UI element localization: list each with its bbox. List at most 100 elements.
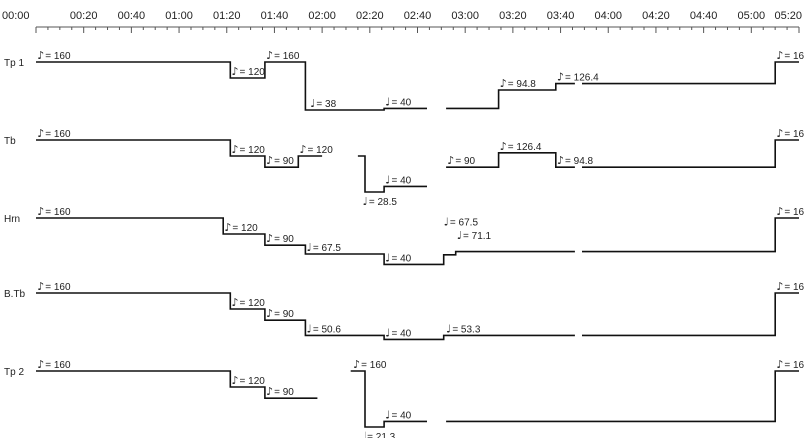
tempo-label: ♪= 120 bbox=[232, 296, 266, 309]
tempo-label: ♩= 67.5 bbox=[307, 241, 342, 254]
tempo-value: = 160 bbox=[45, 51, 71, 62]
instrument-name: Hrn bbox=[4, 214, 20, 225]
instrument-name: B.Tb bbox=[4, 289, 26, 300]
tempo-label: ♪= 126.4 bbox=[500, 140, 542, 153]
tempo-value: = 67.5 bbox=[450, 217, 479, 228]
tempo-value: = 71.1 bbox=[463, 231, 492, 242]
tempo-label: ♩= 71.1 bbox=[457, 229, 492, 242]
note-icon: ♩ bbox=[310, 97, 315, 110]
timeline-tick-label: 03:00 bbox=[451, 10, 479, 22]
note-icon: ♪ bbox=[266, 154, 273, 167]
tempo-label: ♪= 160 bbox=[776, 49, 804, 62]
tempo-value: = 21.3 bbox=[367, 432, 396, 438]
timeline-tick-label: 05:20 bbox=[774, 10, 802, 22]
note-icon: ♪ bbox=[266, 49, 273, 62]
tempo-label: ♩= 40 bbox=[385, 95, 411, 108]
tempo-label: ♪= 120 bbox=[232, 65, 266, 78]
tempo-value: = 120 bbox=[240, 67, 266, 78]
tempo-value: = 40 bbox=[392, 175, 412, 186]
timeline-tick-label: 02:40 bbox=[404, 10, 432, 22]
tempo-step-line bbox=[36, 292, 799, 341]
instrument-name: Tb bbox=[4, 136, 16, 147]
tempo-label: ♪= 160 bbox=[776, 358, 804, 371]
note-icon: ♪ bbox=[232, 143, 239, 156]
tempo-label: ♪= 160 bbox=[776, 127, 804, 140]
note-icon: ♩ bbox=[385, 95, 390, 108]
note-icon: ♪ bbox=[776, 280, 783, 293]
note-icon: ♩ bbox=[457, 229, 462, 242]
timeline-tick-label: 04:00 bbox=[594, 10, 622, 22]
note-icon: ♪ bbox=[447, 154, 454, 167]
tempo-label: 𝅗𝅥= 21.3 bbox=[363, 430, 396, 438]
note-icon: ♪ bbox=[776, 49, 783, 62]
note-icon: ♪ bbox=[232, 65, 239, 78]
note-icon: ♪ bbox=[500, 77, 507, 90]
tempo-value: = 160 bbox=[45, 129, 71, 140]
tempo-label: ♪= 94.8 bbox=[500, 77, 537, 90]
tempo-label: ♪= 160 bbox=[353, 358, 387, 371]
tempo-label: ♪= 90 bbox=[266, 232, 294, 245]
tempo-label: ♪= 90 bbox=[447, 154, 475, 167]
tempo-label: ♪= 90 bbox=[266, 307, 294, 320]
tempo-value: = 160 bbox=[784, 129, 804, 140]
tempo-value: = 120 bbox=[240, 145, 266, 156]
timeline-tick-label: 01:00 bbox=[165, 10, 193, 22]
tempo-value: = 28.5 bbox=[369, 197, 398, 208]
instrument-row: Tp 1♪= 160♪= 120♪= 160♩= 38 ♩= 40♪= 94.8♪… bbox=[4, 49, 804, 111]
tempo-value: = 120 bbox=[240, 376, 266, 387]
tempo-label: ♩= 50.6 bbox=[307, 322, 342, 335]
note-icon: ♪ bbox=[266, 385, 273, 398]
tempo-label: ♪= 94.8 bbox=[557, 154, 594, 167]
tempo-step-line bbox=[36, 370, 799, 428]
timeline-tick-label: 00:20 bbox=[70, 10, 98, 22]
instrument-row: Tb♪= 160♪= 120♪= 90♪= 120♩= 28.5♩= 40♪= … bbox=[4, 127, 804, 208]
note-icon: ♪ bbox=[37, 205, 44, 218]
tempo-value: = 90 bbox=[274, 234, 294, 245]
tempo-value: = 94.8 bbox=[565, 156, 594, 167]
instrument-row: B.Tb♪= 160♪= 120♪= 90♩= 50.6 ♩= 40 ♩= 53.3… bbox=[4, 280, 804, 341]
tempo-value: = 126.4 bbox=[565, 73, 599, 84]
timeline-tick-label: 03:20 bbox=[499, 10, 527, 22]
note-icon: ♪ bbox=[776, 127, 783, 140]
timeline-tick-label: 03:40 bbox=[547, 10, 575, 22]
note-icon: ♪ bbox=[500, 140, 507, 153]
tempo-step-line bbox=[36, 217, 799, 266]
note-icon: ♪ bbox=[266, 232, 273, 245]
tempo-value: = 120 bbox=[232, 223, 258, 234]
tempo-value: = 90 bbox=[274, 309, 294, 320]
tempo-value: = 40 bbox=[392, 410, 412, 421]
note-icon: ♪ bbox=[37, 49, 44, 62]
tempo-label: ♪= 90 bbox=[266, 385, 294, 398]
timeline-tick-label: 05:00 bbox=[738, 10, 766, 22]
timeline-tick-label: 02:00 bbox=[308, 10, 336, 22]
tempo-label: ♪= 90 bbox=[266, 154, 294, 167]
tempo-value: = 53.3 bbox=[452, 324, 481, 335]
tempo-label: ♩= 40 bbox=[385, 251, 411, 264]
note-icon: ♪ bbox=[557, 154, 564, 167]
note-icon: ♩ bbox=[446, 322, 451, 335]
note-icon: ♩ bbox=[307, 322, 312, 335]
tempo-label: ♪= 126.4 bbox=[557, 71, 599, 84]
timeline-tick-label: 01:20 bbox=[213, 10, 241, 22]
tempo-label: ♪= 160 bbox=[37, 358, 71, 371]
tempo-step-line bbox=[36, 61, 799, 111]
tempo-value: = 160 bbox=[784, 51, 804, 62]
note-icon: ♩ bbox=[385, 251, 390, 264]
tempo-value: = 94.8 bbox=[508, 79, 537, 90]
timeline-tick-label: 00:40 bbox=[118, 10, 146, 22]
tempo-label: ♩= 40 bbox=[385, 326, 411, 339]
tempo-step-line bbox=[36, 139, 799, 193]
tempo-value: = 120 bbox=[240, 298, 266, 309]
tempo-label: ♩= 38 bbox=[310, 97, 336, 110]
instrument-row: Tp 2♪= 160♪= 120♪= 90♪= 160𝅗𝅥= 21.3♩= 40… bbox=[4, 358, 804, 443]
tempo-label: ♪= 160 bbox=[776, 205, 804, 218]
note-icon: ♪ bbox=[232, 374, 239, 387]
note-icon: 𝅗𝅥 bbox=[363, 430, 367, 438]
note-icon: ♪ bbox=[776, 205, 783, 218]
instrument-name: Tp 2 bbox=[4, 367, 24, 378]
tempo-value: = 50.6 bbox=[313, 324, 342, 335]
note-icon: ♪ bbox=[224, 221, 231, 234]
tempo-value: = 40 bbox=[392, 97, 412, 108]
tempo-value: = 38 bbox=[316, 99, 336, 110]
